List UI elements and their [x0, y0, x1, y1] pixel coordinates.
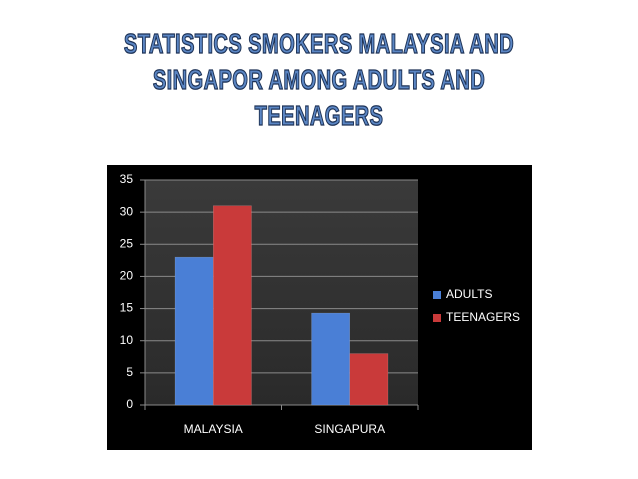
- y-tick-label: 20: [120, 269, 134, 283]
- y-tick-label: 30: [120, 204, 134, 218]
- bar: [311, 312, 350, 406]
- legend-swatch: [433, 291, 441, 299]
- y-tick-label: 5: [126, 365, 133, 379]
- x-tick-label: MALAYSIA: [184, 422, 243, 436]
- legend-label: TEENAGERS: [446, 310, 520, 324]
- y-tick-label: 15: [120, 301, 134, 315]
- x-tick-label: SINGAPURA: [314, 422, 385, 436]
- legend-swatch: [433, 314, 441, 322]
- chart-title: STATISTICS SMOKERS MALAYSIA AND SINGAPOR…: [123, 27, 515, 131]
- y-tick-label: 0: [126, 397, 133, 411]
- y-tick-label: 10: [120, 333, 134, 347]
- y-tick-label: 25: [120, 236, 134, 250]
- title-block: STATISTICS SMOKERS MALAYSIA AND SINGAPOR…: [103, 26, 535, 134]
- legend-label: ADULTS: [446, 287, 492, 301]
- bar: [213, 205, 252, 406]
- bar: [174, 256, 214, 406]
- bar: [349, 353, 389, 406]
- y-tick-label: 35: [120, 172, 134, 186]
